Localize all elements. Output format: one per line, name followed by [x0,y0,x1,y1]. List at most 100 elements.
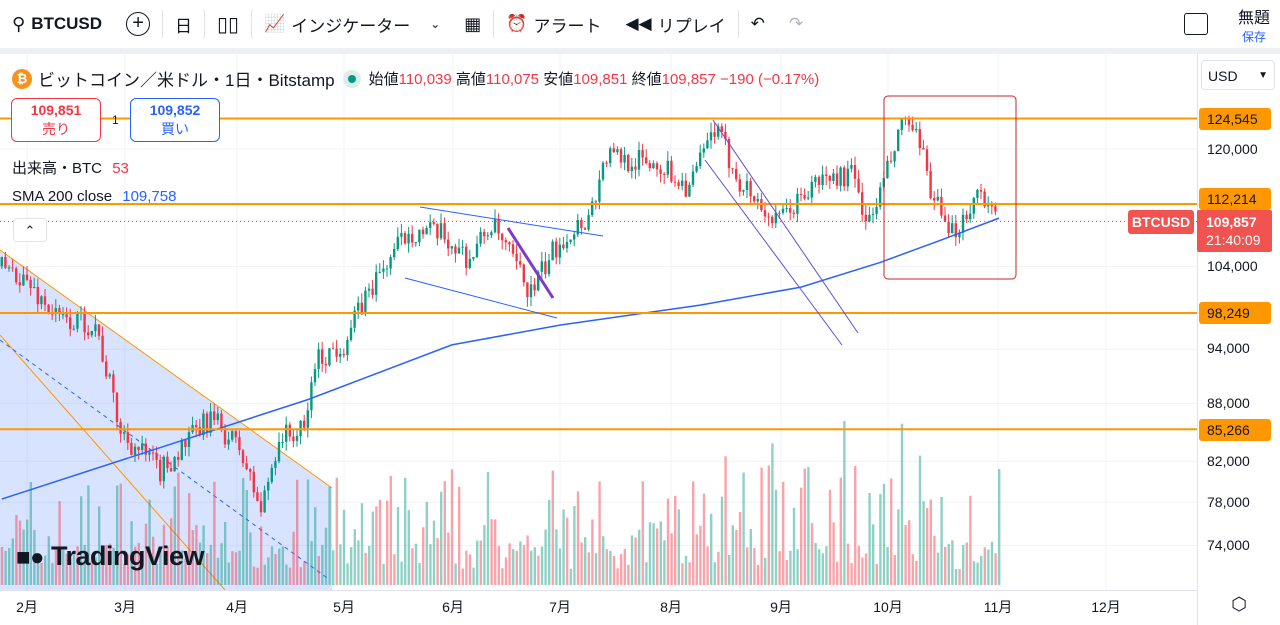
candle-body [112,374,115,393]
volume-bar [148,499,151,585]
volume-bar [918,455,922,585]
candle-body [565,242,569,249]
volume-bar [652,523,655,585]
candle-body [439,223,443,239]
candle-body [825,174,828,176]
alert-button[interactable]: ⏰ アラート [506,14,602,36]
candle-body [450,246,453,249]
candle-body [223,429,227,445]
volume-bar [810,523,814,585]
undo-button[interactable]: ↶ [739,6,777,42]
volume-bar [803,468,806,585]
candle-body [461,246,464,248]
volume-bar [789,550,792,585]
time-axis[interactable] [0,590,1197,625]
candle-body [666,160,669,175]
volume-bar [213,481,216,585]
candle-body [936,196,939,201]
candle-body [641,150,644,158]
volume-bar [44,555,47,585]
candle-body [144,443,147,455]
chart-type-button[interactable]: ▯▯ [205,6,251,42]
candle-body [123,432,126,434]
candle-body [396,236,399,249]
candle-body [137,446,140,450]
candle-body [713,132,716,137]
currency-select[interactable]: USD ▼ [1201,60,1275,90]
volume-bar [861,557,864,585]
interval-button[interactable]: 日 [175,16,193,36]
volume-bar [573,506,576,585]
candle-body [317,349,320,370]
volume-bar [785,559,788,585]
candle-body [83,313,86,333]
volume-bar [468,554,472,585]
volume-bar [414,543,418,585]
axis-settings-button[interactable]: ⬡ [1228,594,1250,616]
candle-body [382,268,385,272]
layout-button[interactable] [1172,6,1220,42]
replay-button[interactable]: ◀◀ リプレイ [625,14,726,36]
candle-body [133,446,137,455]
price-chart[interactable] [0,54,1197,591]
month-label: 2月 [16,599,38,615]
volume-bar [476,540,479,585]
volume-bar [670,533,673,585]
volume-bar [875,563,878,585]
candle-body [69,317,72,330]
volume-bar [584,537,587,585]
volume-bar [692,481,695,585]
candle-body [40,296,43,305]
volume-bar [11,538,14,585]
templates-button[interactable]: ▦ [452,6,493,42]
price-axis[interactable]: USD ▼ [1197,54,1280,625]
symbol-search-button[interactable]: ⚲ BTCUSD [12,13,103,34]
candle-body [353,310,356,328]
volume-bar [944,546,947,585]
compare-button[interactable]: + [114,6,162,42]
volume-bar [969,495,972,585]
layout-name[interactable]: 無題 保存 [1237,9,1270,44]
volume-bar [144,523,148,585]
candle-body [115,392,119,422]
volume-bar [152,536,155,585]
collapse-legend-button[interactable]: ⌃ [13,218,47,242]
indicators-button[interactable]: 📈 インジケーター ⌄ [264,14,441,36]
candle-body [958,232,961,238]
sma-200-line [1,217,1000,500]
volume-bar [126,554,130,585]
candle-body [879,187,882,207]
settings-hexagon-icon: ⬡ [1231,594,1247,614]
volume-bar [915,560,918,585]
volume-bar [47,536,50,585]
candle-body [313,369,317,383]
candle-body [558,244,561,258]
volume-bar [778,551,781,585]
volume-bar [238,550,241,585]
candle-body [119,421,122,434]
candle-body [670,160,673,182]
volume-bar [702,493,706,585]
candle-body [933,198,936,201]
volume-bar [371,511,374,585]
candle-body [227,439,230,445]
candle-body [162,456,165,482]
price-tick: 120,000 [1207,141,1258,157]
candle-body [864,214,867,222]
candle-body [609,148,612,164]
candle-body [623,154,626,163]
volume-bar [18,520,22,585]
sell-button[interactable]: 109,851 売り [11,98,101,142]
redo-button[interactable]: ↷ [777,6,815,42]
candle-body [360,302,363,315]
candle-body [951,223,954,233]
candle-body [853,165,857,179]
candle-body [591,201,594,216]
candle-body [850,165,853,169]
chart-pane[interactable] [0,54,1197,591]
volume-bar [360,503,364,585]
candle-body [929,171,932,199]
buy-button[interactable]: 109,852 買い [130,98,220,142]
candle-body [994,206,997,212]
volume-bar [54,547,58,585]
